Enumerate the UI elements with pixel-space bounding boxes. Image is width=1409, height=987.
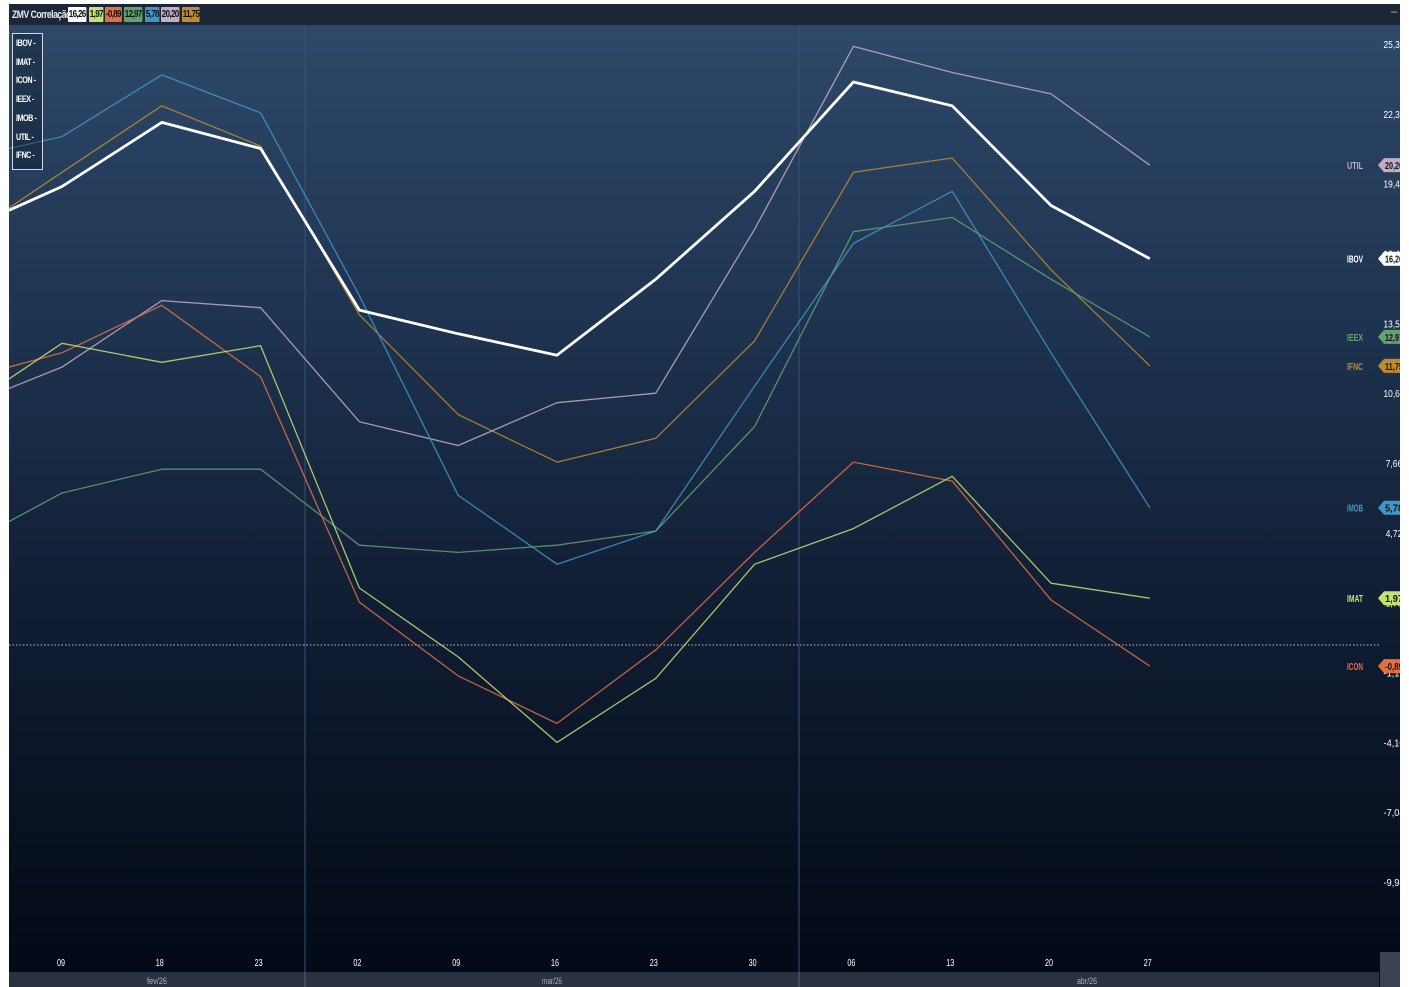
y-tick-label: -9,98 — [1384, 878, 1405, 889]
x-tick-label: 09 — [452, 958, 460, 969]
title-badge-ieex: 12,97 — [124, 7, 143, 22]
x-tick-label: 16 — [551, 958, 559, 969]
chart-legend[interactable]: IBOV - IMAT - ICON - IEEX - IMOB - UTIL - IFNC… — [12, 33, 43, 170]
value-tag-value: 20,20 — [1385, 161, 1403, 172]
value-tag-name: IMAT — [1347, 594, 1363, 605]
value-tag-value: -0,89 — [1385, 662, 1403, 673]
series-line-imat — [9, 342, 1150, 744]
value-tag-value: 12,97 — [1385, 333, 1403, 344]
month-label: abr/26 — [1077, 976, 1097, 986]
title-badge-imob: 5,78 — [145, 7, 160, 22]
y-tick-label: 7,66 — [1386, 459, 1403, 470]
title-badge-icon: -0,89 — [105, 7, 122, 22]
chart-window: 25,3022,3619,4216,4813,5410,607,664,721,… — [9, 4, 1409, 987]
value-tag-name: UTIL — [1347, 161, 1363, 172]
x-tick-label: 30 — [749, 958, 757, 969]
chart-canvas[interactable]: 25,3022,3619,4216,4813,5410,607,664,721,… — [9, 4, 1409, 987]
legend-item-icon[interactable]: ICON - — [16, 75, 36, 86]
value-tag-icon: ICON -0,89 — [1347, 659, 1406, 674]
x-tick-label: 20 — [1045, 958, 1053, 969]
value-tag-util: UTIL 20,20 — [1347, 158, 1406, 173]
value-tag-value: 1,97 — [1385, 594, 1403, 605]
x-tick-label: 13 — [946, 958, 954, 969]
x-tick-label: 23 — [255, 958, 263, 969]
x-tick-label: 23 — [650, 958, 658, 969]
series-line-ieex — [9, 216, 1151, 554]
legend-item-ieex[interactable]: IEEX - — [16, 94, 34, 105]
window-title: ZMV Correlação — [12, 8, 71, 21]
value-tag-name: IMOB — [1347, 504, 1363, 515]
month-label: mar/26 — [542, 976, 562, 986]
value-tag-box — [1378, 591, 1406, 606]
value-tag-box — [1378, 500, 1406, 515]
value-tag-ibov: IBOV 16,26 — [1347, 251, 1406, 266]
value-tag-imob: IMOB 5,78 — [1347, 500, 1406, 515]
title-badge-ifnc: 11,75 — [182, 7, 201, 22]
value-tag-ifnc: IFNC 11,75 — [1347, 358, 1406, 373]
legend-item-ibov[interactable]: IBOV - — [16, 38, 36, 48]
y-tick-label: 13,54 — [1384, 319, 1405, 330]
series-line-ibov — [9, 80, 1151, 357]
title-badge-util: 20,20 — [161, 7, 180, 22]
y-tick-label: -4,10 — [1384, 738, 1405, 749]
series-line-util — [9, 45, 1151, 447]
y-tick-label: 10,60 — [1384, 389, 1405, 400]
value-tag-imat: IMAT 1,97 — [1347, 591, 1406, 606]
value-tag-value: 11,75 — [1385, 362, 1403, 373]
chart-titlebar[interactable]: ZMV Correlação 16,26 1,97 -0,89 12,97 5,… — [9, 4, 1409, 25]
value-tag-box — [1378, 158, 1406, 173]
x-tick-label: 18 — [156, 958, 164, 969]
value-tag-name: IEEX — [1347, 333, 1363, 344]
value-tag-value: 5,78 — [1385, 504, 1403, 515]
y-tick-label: 4,72 — [1386, 529, 1403, 540]
legend-item-imob[interactable]: IMOB - — [16, 112, 37, 123]
x-tick-label: 02 — [353, 958, 361, 969]
value-tag-box — [1378, 659, 1406, 674]
value-tag-box — [1378, 358, 1406, 373]
value-tag-box — [1378, 329, 1406, 344]
value-tag-name: IBOV — [1347, 255, 1363, 266]
y-tick-label: 25,30 — [1384, 40, 1405, 51]
y-tick-label: 22,36 — [1384, 110, 1405, 121]
y-tick-label: -1,16 — [1384, 669, 1405, 680]
month-label: fev/26 — [147, 976, 167, 986]
x-tick-label: 09 — [57, 958, 65, 969]
value-tag-ieex: IEEX 12,97 — [1347, 329, 1406, 344]
y-tick-label: 19,42 — [1384, 180, 1405, 191]
value-tag-value: 16,26 — [1385, 255, 1403, 266]
x-tick-label: 06 — [847, 958, 855, 969]
series-line-ifnc — [9, 105, 1151, 463]
page-edge — [1400, 4, 1409, 987]
value-tag-box — [1378, 251, 1406, 266]
x-tick-label: 27 — [1144, 958, 1152, 969]
legend-item-ifnc[interactable]: IFNC - — [16, 150, 35, 161]
legend-item-imat[interactable]: IMAT - — [16, 56, 35, 67]
value-tag-name: IFNC — [1347, 362, 1363, 373]
y-tick-label: -7,04 — [1384, 808, 1405, 819]
series-line-icon — [9, 304, 1151, 725]
title-badge-imat: 1,97 — [89, 7, 104, 22]
series-line-imob — [9, 74, 1151, 565]
month-axis-strip — [9, 972, 1379, 987]
legend-item-util[interactable]: UTIL - — [16, 131, 34, 142]
title-badge-ibov: 16,26 — [68, 7, 87, 22]
value-tag-name: ICON — [1347, 662, 1363, 673]
